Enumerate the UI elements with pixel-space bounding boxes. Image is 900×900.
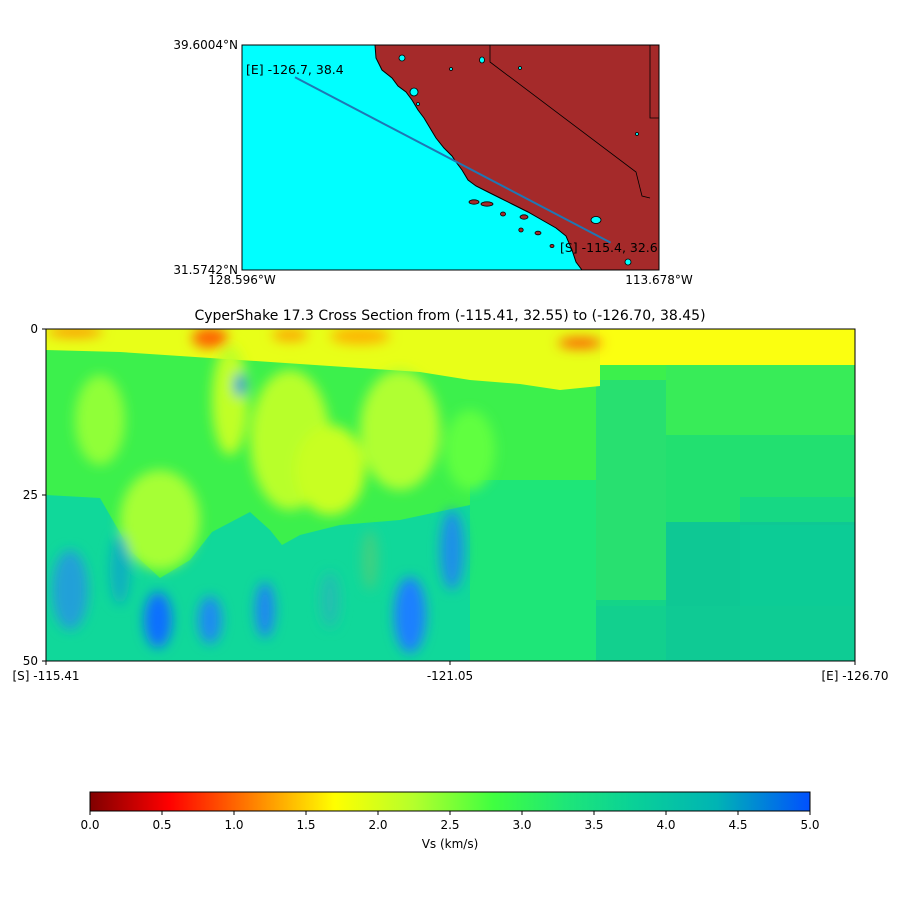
cross-section-path-line — [294, 76, 612, 244]
colorbar-tick-label: 4.5 — [728, 818, 747, 832]
colorbar-tick-label: 2.5 — [440, 818, 459, 832]
chart-title: CyperShake 17.3 Cross Section from (-115… — [194, 308, 705, 324]
map-lakes — [398, 54, 639, 266]
x-axis: [S] -115.41 -121.05 [E] -126.70 — [12, 661, 889, 683]
y-tick-label: 0 — [30, 322, 38, 336]
state-border — [489, 45, 651, 199]
colorbar-tick-label: 5.0 — [800, 818, 819, 832]
colorbar-tick-label: 4.0 — [656, 818, 675, 832]
y-tick-label: 25 — [23, 488, 38, 502]
map-end-label: [E] -126.7, 38.4 — [246, 62, 344, 77]
map-land — [374, 45, 659, 270]
map-frame — [241, 44, 660, 271]
map-lon-left-label: 128.596°W — [208, 273, 276, 287]
cross-section-plot: CyperShake 17.3 Cross Section from (-115… — [12, 308, 888, 683]
colorbar-tick-label: 3.0 — [512, 818, 531, 832]
x-tick-label: [S] -115.41 — [12, 669, 79, 683]
x-tick-label: -121.05 — [427, 669, 473, 683]
map-lat-top-label: 39.6004°N — [173, 38, 238, 52]
y-axis: 0 25 50 — [23, 322, 46, 668]
y-tick-label: 50 — [23, 654, 38, 668]
map-start-label: [S] -115.4, 32.6 — [560, 240, 658, 255]
cross-section-heatmap — [46, 329, 855, 661]
map-lat-bottom-label: 31.5742°N — [173, 263, 238, 277]
x-tick-label: [E] -126.70 — [821, 669, 888, 683]
colorbar: 0.0 0.5 1.0 1.5 2.0 2.5 3.0 3.5 4.0 4.5 5.0 Vs (km… — [80, 791, 820, 851]
map-lon-right-label: 113.678°W — [625, 273, 693, 287]
map-islands — [468, 199, 555, 248]
colorbar-tick-label: 1.5 — [296, 818, 315, 832]
colorbar-tick-label: 1.0 — [224, 818, 243, 832]
colorbar-tick-label: 0.0 — [80, 818, 99, 832]
location-map: [E] -126.7, 38.4 [S] -115.4, 32.6 39.600… — [173, 38, 692, 287]
colorbar-label: Vs (km/s) — [422, 837, 479, 851]
colorbar-ticks: 0.0 0.5 1.0 1.5 2.0 2.5 3.0 3.5 4.0 4.5 5.0 — [80, 811, 820, 832]
colorbar-gradient — [89, 791, 811, 812]
state-border-east — [649, 45, 659, 119]
colorbar-tick-label: 0.5 — [152, 818, 171, 832]
colorbar-tick-label: 2.0 — [368, 818, 387, 832]
colorbar-tick-label: 3.5 — [584, 818, 603, 832]
